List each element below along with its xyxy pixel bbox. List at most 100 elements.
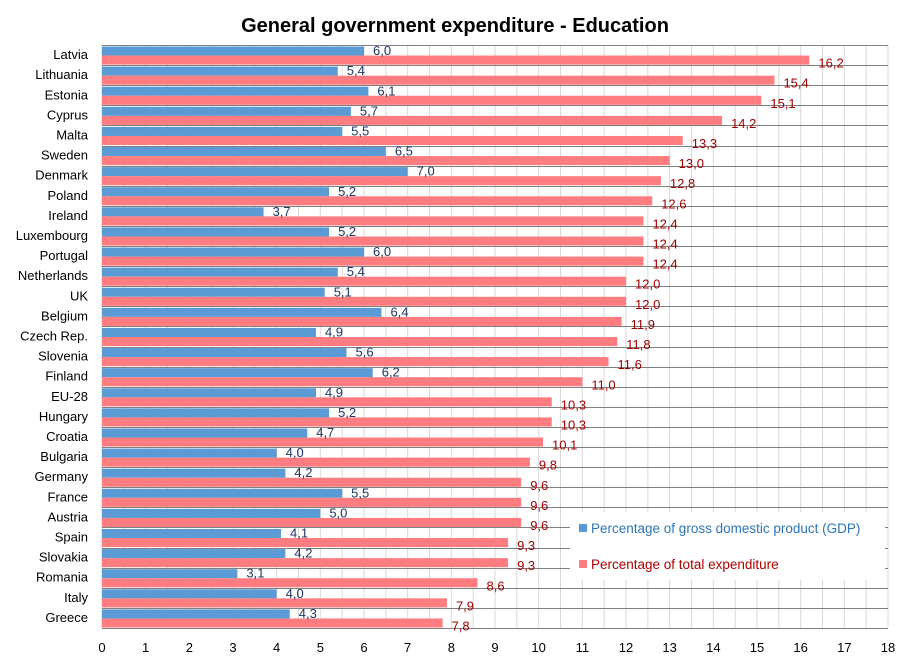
data-label-total: 11,6 <box>618 357 642 372</box>
data-label-total: 15,4 <box>783 76 808 91</box>
data-label-gdp: 5,2 <box>338 405 356 420</box>
data-label-gdp: 4,9 <box>325 385 343 400</box>
data-label-total: 13,0 <box>679 156 704 171</box>
bar-total <box>102 558 509 568</box>
data-label-gdp: 5,7 <box>360 103 378 118</box>
bar-total <box>102 156 670 166</box>
bar-gdp <box>102 569 238 579</box>
bar-gdp <box>102 267 338 277</box>
x-tick-label: 15 <box>750 640 764 655</box>
data-label-gdp: 4,9 <box>325 325 343 340</box>
bar-total <box>102 538 509 548</box>
bar-gdp <box>102 408 330 418</box>
bar-gdp <box>102 287 325 297</box>
data-label-total: 10,1 <box>552 438 577 453</box>
data-label-total: 14,2 <box>731 116 756 131</box>
data-label-total: 11,9 <box>631 317 655 332</box>
category-label: Luxembourg <box>16 228 88 243</box>
category-label: Finland <box>45 369 88 384</box>
bar-total <box>102 437 544 447</box>
bar-total <box>102 377 583 387</box>
x-tick-label: 5 <box>317 640 324 655</box>
x-tick-label: 9 <box>491 640 498 655</box>
bar-total <box>102 95 762 105</box>
data-label-total: 10,3 <box>561 417 586 432</box>
data-label-gdp: 4,7 <box>316 425 334 440</box>
category-label: UK <box>70 288 88 303</box>
category-label: France <box>48 489 88 504</box>
x-tick-label: 8 <box>448 640 455 655</box>
bar-total <box>102 578 478 588</box>
data-label-total: 13,3 <box>692 136 717 151</box>
bar-total <box>102 417 552 427</box>
data-label-gdp: 4,2 <box>294 546 312 561</box>
bar-total <box>102 55 810 65</box>
x-tick-label: 1 <box>142 640 149 655</box>
x-tick-label: 16 <box>793 640 807 655</box>
data-label-gdp: 7,0 <box>417 164 435 179</box>
data-label-gdp: 3,7 <box>273 204 291 219</box>
data-label-total: 9,8 <box>539 458 557 473</box>
data-label-total: 16,2 <box>818 56 843 71</box>
bar-total <box>102 236 644 246</box>
legend-swatch-total <box>579 560 587 568</box>
data-label-total: 12,0 <box>635 297 660 312</box>
x-tick-label: 6 <box>360 640 367 655</box>
category-label: EU-28 <box>51 389 88 404</box>
category-labels: Latvia Lithuania Estonia Cyprus Malta Sweden D… <box>16 47 89 625</box>
chart-title: General government expenditure - Educati… <box>241 15 669 37</box>
data-label-gdp: 5,0 <box>329 505 347 520</box>
category-label: Latvia <box>53 47 88 62</box>
data-label-gdp: 5,5 <box>351 485 369 500</box>
data-label-gdp: 6,2 <box>382 365 400 380</box>
bar-total <box>102 75 775 85</box>
data-label-gdp: 5,4 <box>347 63 365 78</box>
category-label: Slovenia <box>38 349 89 364</box>
category-label: Hungary <box>39 409 89 424</box>
bar-gdp <box>102 106 351 116</box>
data-label-gdp: 6,0 <box>373 244 391 259</box>
data-label-gdp: 5,5 <box>351 123 369 138</box>
category-label: Italy <box>64 590 88 605</box>
category-label: Greece <box>45 610 88 625</box>
x-tick-label: 18 <box>881 640 895 655</box>
data-label-gdp: 5,2 <box>338 224 356 239</box>
bar-total <box>102 135 683 146</box>
category-label: Ireland <box>48 208 88 223</box>
bar-gdp <box>102 167 408 177</box>
x-tick-label: 11 <box>576 640 590 655</box>
bar-gdp <box>102 187 330 197</box>
category-label: Slovakia <box>39 550 89 565</box>
bar-total <box>102 337 618 347</box>
x-tick-label: 2 <box>186 640 193 655</box>
x-tick-label: 7 <box>404 640 411 655</box>
x-tick-label: 0 <box>98 640 105 655</box>
bar-gdp <box>102 46 364 56</box>
data-label-total: 8,6 <box>487 578 505 593</box>
bar-gdp <box>102 227 330 237</box>
category-label: Bulgaria <box>40 449 88 464</box>
category-label: Romania <box>36 570 89 585</box>
data-label-total: 7,9 <box>456 598 474 613</box>
bar-total <box>102 316 622 326</box>
data-label-total: 9,6 <box>530 478 548 493</box>
bar-gdp <box>102 147 386 157</box>
category-label: Malta <box>56 127 89 142</box>
bar-total <box>102 497 522 507</box>
bar-gdp <box>102 528 282 539</box>
data-label-gdp: 4,0 <box>286 445 304 460</box>
category-label: Poland <box>48 188 88 203</box>
data-label-gdp: 6,0 <box>373 43 391 58</box>
bar-total <box>102 176 661 186</box>
bar-total <box>102 296 626 306</box>
bar-gdp <box>102 348 347 358</box>
bar-gdp <box>102 368 373 378</box>
bar-total <box>102 216 644 226</box>
data-label-gdp: 3,1 <box>246 566 264 581</box>
data-label-total: 11,8 <box>626 337 650 352</box>
bar-gdp <box>102 428 308 438</box>
category-label: Portugal <box>40 248 89 263</box>
bar-total <box>102 397 552 407</box>
category-label: Denmark <box>35 168 88 183</box>
